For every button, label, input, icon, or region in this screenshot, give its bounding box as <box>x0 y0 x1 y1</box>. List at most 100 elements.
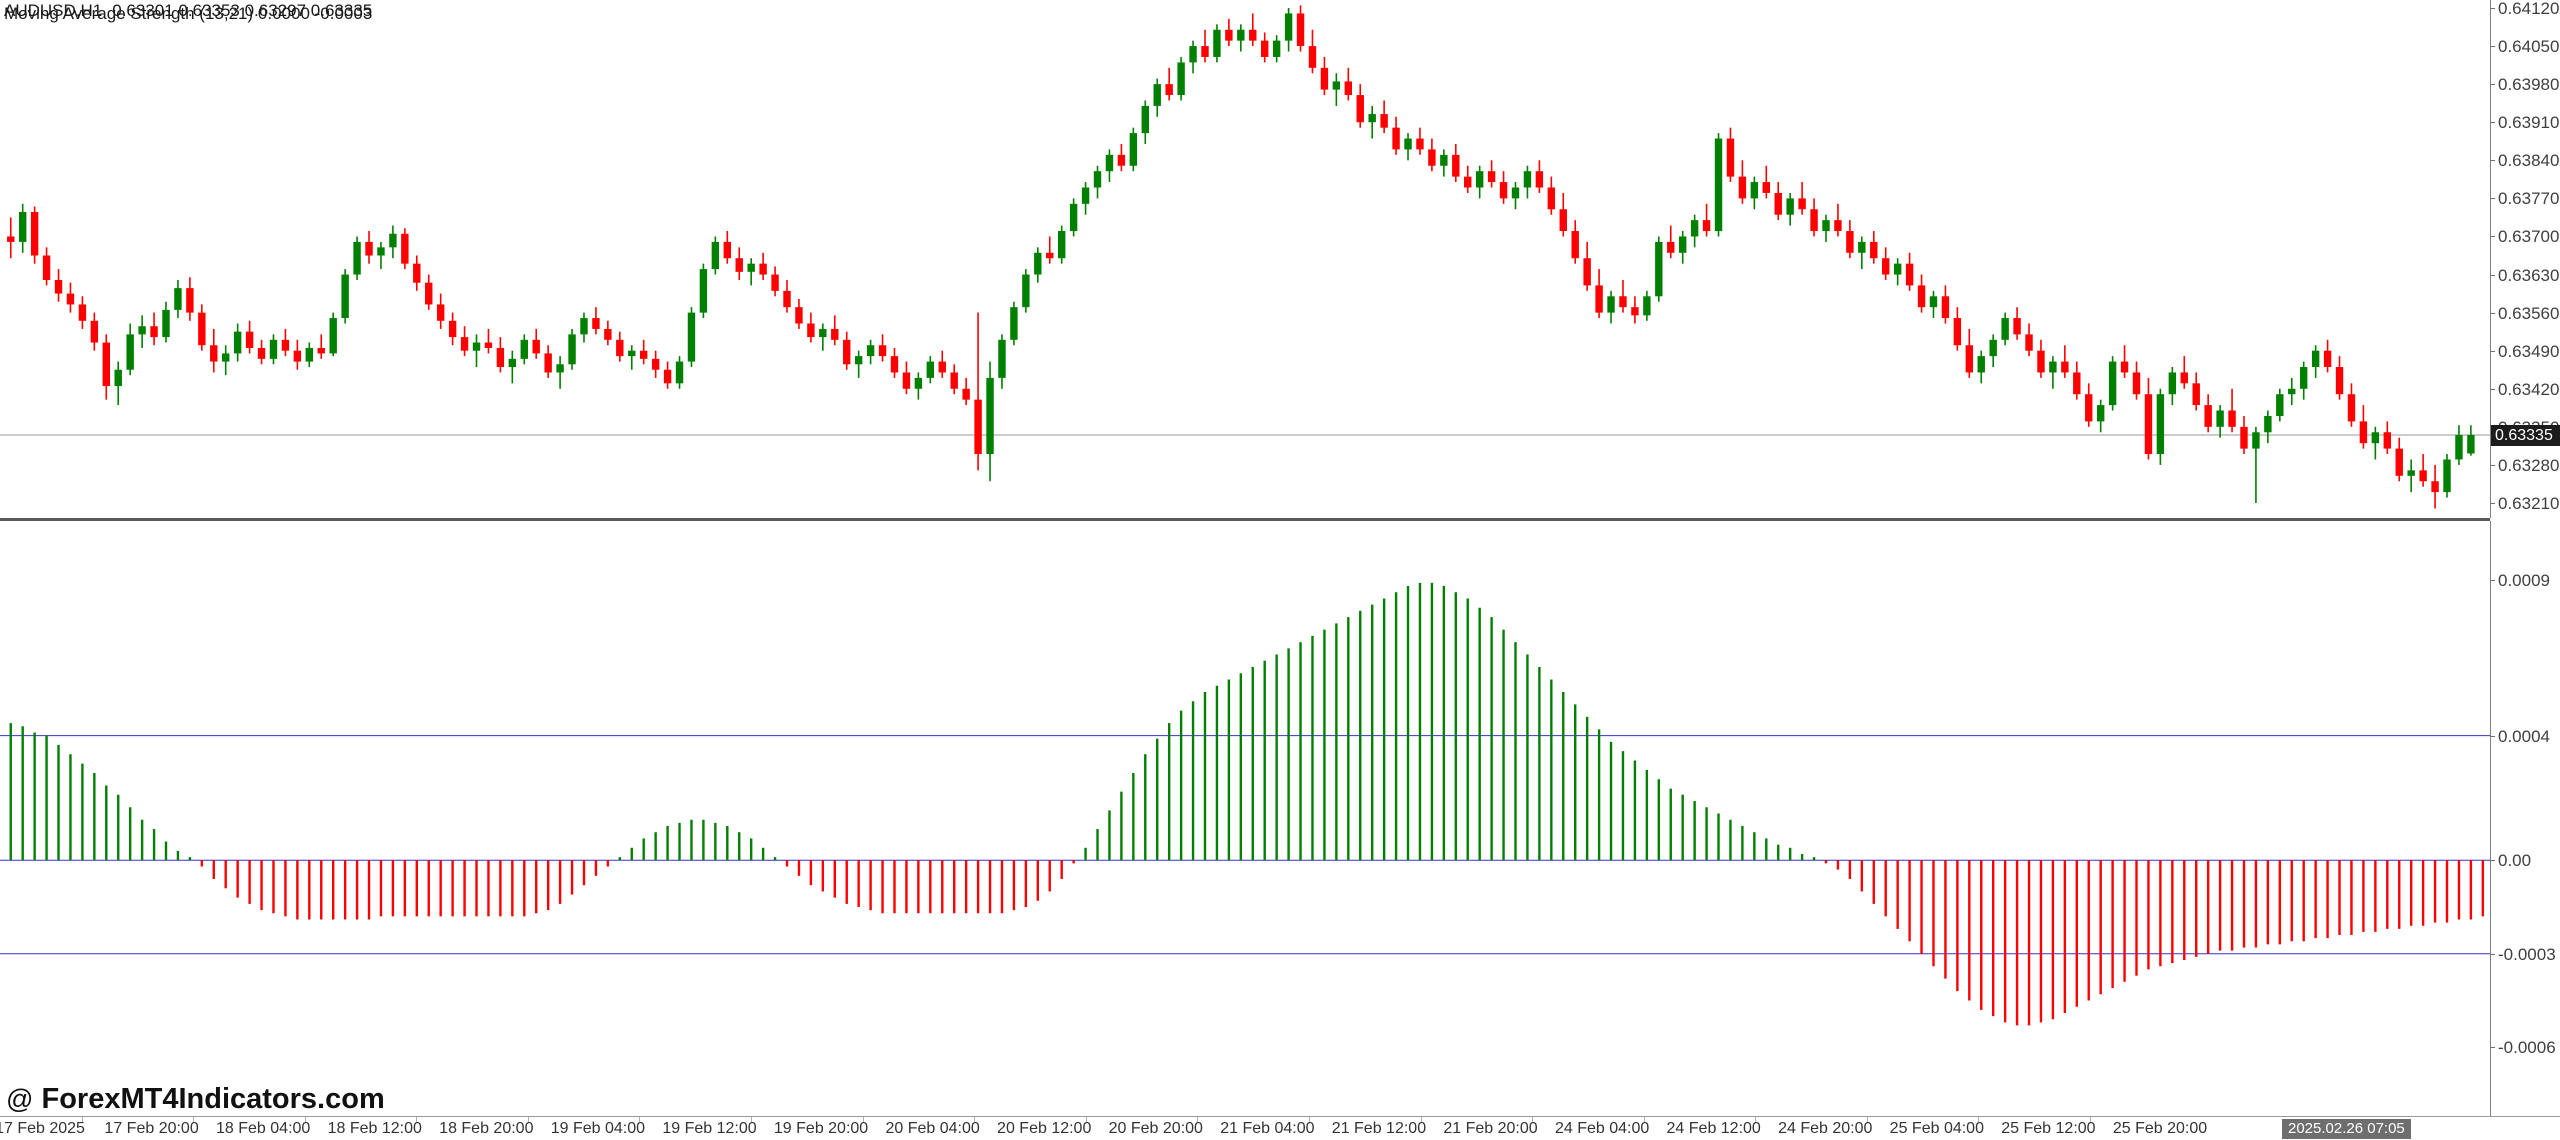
candle <box>2288 377 2296 406</box>
candle <box>1344 67 1353 101</box>
candle <box>639 339 648 365</box>
candle <box>831 315 839 346</box>
candle <box>2431 464 2439 509</box>
candle <box>998 334 1006 389</box>
candle <box>448 312 457 346</box>
indicator-scale-label: 0.00 <box>2498 851 2532 871</box>
time-axis-label: 18 Feb 20:00 <box>439 1120 534 1137</box>
candle <box>1105 149 1114 183</box>
time-axis-separator <box>639 1117 641 1122</box>
candle <box>1511 182 1520 210</box>
candle <box>2347 383 2356 427</box>
candle <box>1583 241 1591 291</box>
candle <box>1643 290 1651 321</box>
candle <box>854 350 863 378</box>
candle <box>2180 356 2188 389</box>
candle <box>233 323 242 362</box>
candle <box>1989 334 1997 368</box>
candle <box>1714 133 1723 237</box>
price-chart-pane[interactable] <box>0 0 2490 518</box>
candle <box>914 372 923 400</box>
time-axis-label: 20 Feb 12:00 <box>997 1120 1092 1137</box>
candle <box>1846 220 1854 259</box>
candle <box>2192 372 2200 411</box>
candle <box>78 296 87 329</box>
candle <box>1141 100 1149 144</box>
candle <box>1392 116 1400 155</box>
candle <box>1631 296 1639 324</box>
time-axis-separator <box>1197 1117 1199 1122</box>
candle <box>1523 165 1532 199</box>
indicator-pane[interactable] <box>0 521 2490 1116</box>
candle <box>986 361 994 482</box>
candle <box>150 312 158 346</box>
candle <box>245 320 254 354</box>
candle <box>532 328 540 359</box>
price-scale[interactable] <box>2490 0 2560 1116</box>
candle <box>2085 383 2093 427</box>
candle <box>353 236 361 280</box>
time-axis-label: 25 Feb 20:00 <box>2112 1120 2208 1137</box>
candle <box>1057 225 1066 264</box>
time-axis-label: 20 Feb 20:00 <box>1108 1120 1203 1137</box>
price-scale-label: 0.63210 <box>2498 494 2560 513</box>
candle <box>1225 18 1233 47</box>
tick-mark <box>2490 735 2495 737</box>
candle <box>329 312 337 357</box>
candle <box>1929 290 1938 319</box>
candle <box>1201 29 1209 63</box>
tick-mark <box>2490 236 2495 238</box>
tick-mark <box>2490 312 2495 314</box>
watermark-text: ForexMT4Indicators.com <box>41 1083 385 1115</box>
candle <box>1261 32 1269 63</box>
pane-separator <box>0 518 2560 521</box>
candle <box>938 350 946 378</box>
price-scale-label: 0.63490 <box>2498 341 2560 361</box>
candle <box>1296 5 1305 52</box>
candle <box>1404 133 1412 161</box>
candle <box>2168 367 2177 406</box>
candle <box>2144 377 2153 460</box>
candle <box>1165 67 1173 101</box>
indicator-scale-label: -0.0003 <box>2498 944 2556 964</box>
candle <box>1595 269 1603 319</box>
time-axis-label: 17 Feb 2025 <box>0 1120 85 1137</box>
candle <box>723 231 731 264</box>
price-scale-label: 0.63560 <box>2498 303 2560 323</box>
time-axis-separator <box>1532 1117 1534 1122</box>
chart-header: AUDUSD,H1 0.63301 0.63353 0.63297 0.63335 <box>4 1 372 21</box>
candle <box>520 334 528 365</box>
tick-mark <box>2490 860 2495 862</box>
candle <box>472 334 481 368</box>
candle <box>675 356 684 389</box>
time-axis-separator <box>304 1117 306 1122</box>
time-axis[interactable]: 17 Feb 2025 17 Feb 20:00 18 Feb 04:00 18 Fe… <box>0 1116 2560 1140</box>
candle <box>651 350 660 378</box>
time-axis-separator <box>416 1117 418 1122</box>
candle <box>1965 328 1974 378</box>
time-axis-separator <box>974 1117 976 1122</box>
candle <box>162 301 170 343</box>
time-axis-label: 20 Feb 04:00 <box>885 1120 980 1137</box>
candle <box>293 339 302 370</box>
candle <box>1619 279 1627 313</box>
time-axis-label: 18 Feb 12:00 <box>327 1120 422 1137</box>
indicator-name-label: Moving Average Strength (13,21) 0.0000 -… <box>4 4 373 23</box>
candle <box>1081 182 1090 215</box>
candle <box>2311 345 2320 378</box>
candle <box>1452 143 1460 183</box>
candle <box>974 312 982 471</box>
candle <box>1189 40 1197 74</box>
candle <box>1953 307 1962 351</box>
candle <box>1774 182 1782 221</box>
price-scale-label: 0.64120 <box>2498 0 2560 18</box>
candle <box>1547 176 1556 215</box>
time-axis-separator <box>2090 1117 2091 1122</box>
candle <box>616 331 624 362</box>
candle <box>126 323 134 376</box>
candle <box>783 279 791 313</box>
candle <box>1475 165 1484 199</box>
candle <box>843 331 851 370</box>
candle <box>1499 171 1508 204</box>
candle <box>1786 192 1794 226</box>
